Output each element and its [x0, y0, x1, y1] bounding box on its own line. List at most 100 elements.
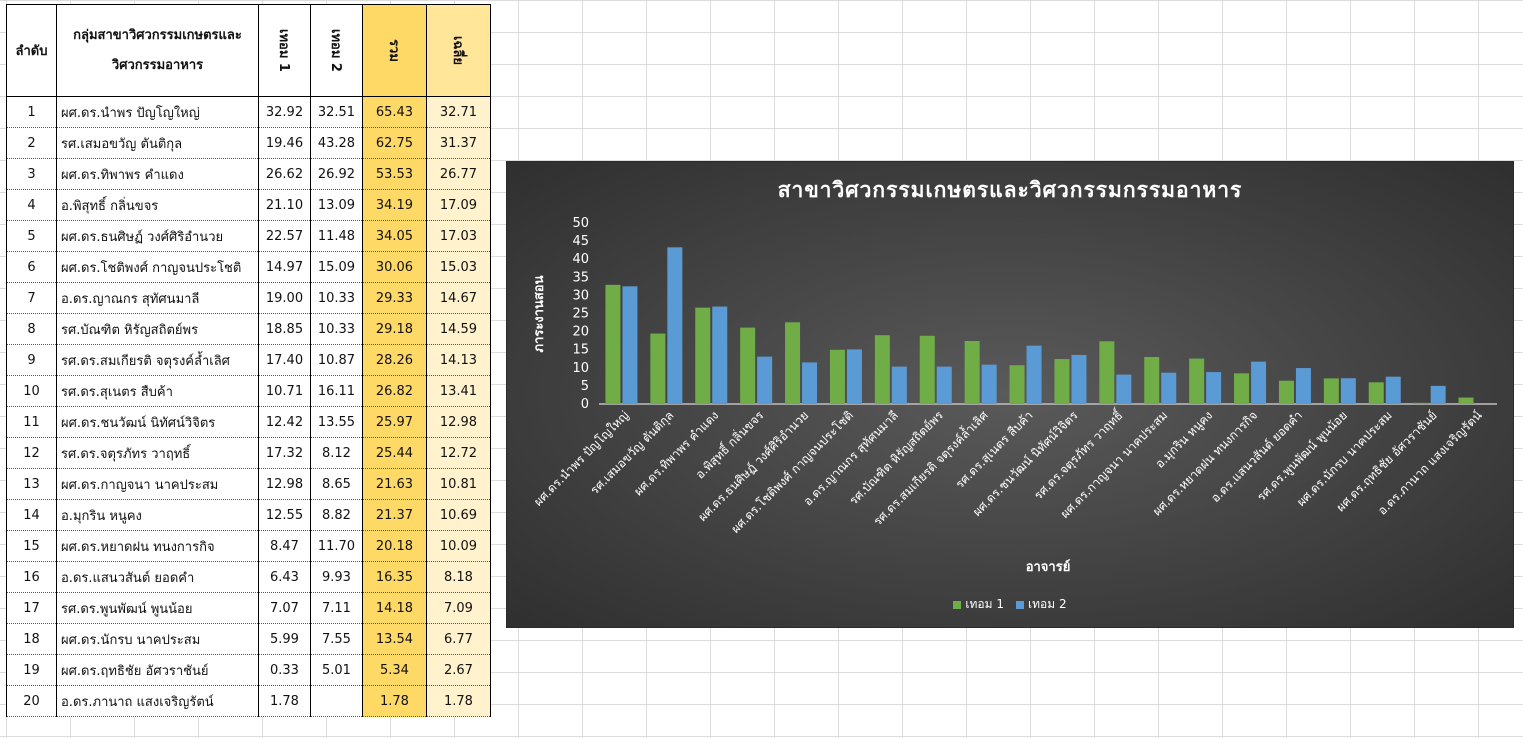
cell-term2[interactable]: 16.11 — [309, 375, 363, 407]
cell-term2[interactable]: 13.09 — [309, 189, 363, 221]
cell-term2[interactable]: 11.48 — [309, 220, 363, 252]
cell-avg[interactable]: 10.09 — [425, 530, 491, 562]
cell-term1[interactable]: 19.46 — [258, 127, 311, 159]
cell-term2[interactable]: 5.01 — [309, 654, 363, 686]
cell-term2[interactable] — [309, 685, 363, 717]
cell-sum[interactable]: 53.53 — [361, 158, 427, 190]
cell-sum[interactable]: 30.06 — [361, 251, 427, 283]
cell-term1[interactable]: 21.10 — [258, 189, 311, 221]
cell-avg[interactable]: 26.77 — [425, 158, 491, 190]
cell-term1[interactable]: 12.98 — [258, 468, 311, 500]
cell-sum[interactable]: 13.54 — [361, 623, 427, 655]
header-term2[interactable]: เทอม 2 — [309, 4, 363, 97]
cell-index[interactable]: 12 — [6, 437, 57, 469]
cell-avg[interactable]: 13.41 — [425, 375, 491, 407]
cell-term1[interactable]: 5.99 — [258, 623, 311, 655]
cell-name[interactable]: รศ.ดร.จตุรภัทร วาฤทธิ์ — [56, 437, 259, 469]
cell-avg[interactable]: 6.77 — [425, 623, 491, 655]
cell-term1[interactable]: 0.33 — [258, 654, 311, 686]
cell-index[interactable]: 15 — [6, 530, 57, 562]
cell-avg[interactable]: 10.69 — [425, 499, 491, 531]
cell-avg[interactable]: 17.03 — [425, 220, 491, 252]
cell-name[interactable]: ผศ.ดร.โชติพงศ์ กาญจนประโชติ — [56, 251, 259, 283]
cell-name[interactable]: รศ.บัณฑิต หิรัญสถิตย์พร — [56, 313, 259, 345]
cell-avg[interactable]: 10.81 — [425, 468, 491, 500]
cell-term1[interactable]: 32.92 — [258, 96, 311, 128]
cell-term2[interactable]: 43.28 — [309, 127, 363, 159]
cell-index[interactable]: 16 — [6, 561, 57, 593]
cell-index[interactable]: 10 — [6, 375, 57, 407]
cell-name[interactable]: อ.ดร.ภานาถ แสงเจริญรัตน์ — [56, 685, 259, 717]
cell-avg[interactable]: 1.78 — [425, 685, 491, 717]
cell-sum[interactable]: 25.44 — [361, 437, 427, 469]
cell-name[interactable]: รศ.เสมอขวัญ ตันติกุล — [56, 127, 259, 159]
cell-index[interactable]: 2 — [6, 127, 57, 159]
cell-name[interactable]: รศ.ดร.พูนพัฒน์ พูนน้อย — [56, 592, 259, 624]
cell-avg[interactable]: 2.67 — [425, 654, 491, 686]
cell-name[interactable]: ผศ.ดร.กาญจนา นาคประสม — [56, 468, 259, 500]
cell-index[interactable]: 9 — [6, 344, 57, 376]
cell-sum[interactable]: 16.35 — [361, 561, 427, 593]
cell-index[interactable]: 18 — [6, 623, 57, 655]
legend-item[interactable]: เทอม 1 — [953, 595, 1004, 614]
cell-index[interactable]: 17 — [6, 592, 57, 624]
cell-term2[interactable]: 7.55 — [309, 623, 363, 655]
cell-index[interactable]: 1 — [6, 96, 57, 128]
cell-term1[interactable]: 22.57 — [258, 220, 311, 252]
header-index[interactable]: ลำดับ — [6, 4, 57, 97]
bar-chart[interactable]: สาขาวิศวกรรมเกษตรและวิศวกรรมกรรมอาหาร 0 5… — [506, 161, 1514, 628]
cell-term2[interactable]: 15.09 — [309, 251, 363, 283]
header-name[interactable]: กลุ่มสาขาวิศวกรรมเกษตรและ วิศวกรรมอาหาร — [56, 4, 259, 97]
cell-term2[interactable]: 8.65 — [309, 468, 363, 500]
cell-name[interactable]: ผศ.ดร.หยาดฝน ทนงการกิจ — [56, 530, 259, 562]
cell-avg[interactable]: 14.67 — [425, 282, 491, 314]
cell-index[interactable]: 20 — [6, 685, 57, 717]
cell-name[interactable]: รศ.ดร.สุเนตร สืบค้า — [56, 375, 259, 407]
cell-name[interactable]: อ.พิสุทธิ์ กลิ่นขจร — [56, 189, 259, 221]
cell-name[interactable]: ผศ.ดร.นักรบ นาคประสม — [56, 623, 259, 655]
legend-item[interactable]: เทอม 2 — [1016, 595, 1067, 614]
cell-avg[interactable]: 8.18 — [425, 561, 491, 593]
cell-index[interactable]: 8 — [6, 313, 57, 345]
cell-term1[interactable]: 14.97 — [258, 251, 311, 283]
cell-index[interactable]: 5 — [6, 220, 57, 252]
cell-term1[interactable]: 12.42 — [258, 406, 311, 438]
cell-sum[interactable]: 21.63 — [361, 468, 427, 500]
header-sum[interactable]: รวม — [361, 4, 427, 97]
cell-term1[interactable]: 17.32 — [258, 437, 311, 469]
cell-term2[interactable]: 8.82 — [309, 499, 363, 531]
cell-sum[interactable]: 5.34 — [361, 654, 427, 686]
cell-sum[interactable]: 26.82 — [361, 375, 427, 407]
cell-sum[interactable]: 28.26 — [361, 344, 427, 376]
cell-term2[interactable]: 32.51 — [309, 96, 363, 128]
cell-avg[interactable]: 12.72 — [425, 437, 491, 469]
cell-name[interactable]: ผศ.ดร.ฤทธิชัย อัศวราชันย์ — [56, 654, 259, 686]
cell-avg[interactable]: 12.98 — [425, 406, 491, 438]
cell-avg[interactable]: 17.09 — [425, 189, 491, 221]
cell-avg[interactable]: 31.37 — [425, 127, 491, 159]
cell-index[interactable]: 19 — [6, 654, 57, 686]
cell-avg[interactable]: 32.71 — [425, 96, 491, 128]
cell-sum[interactable]: 20.18 — [361, 530, 427, 562]
cell-term2[interactable]: 26.92 — [309, 158, 363, 190]
cell-index[interactable]: 11 — [6, 406, 57, 438]
cell-sum[interactable]: 62.75 — [361, 127, 427, 159]
cell-index[interactable]: 14 — [6, 499, 57, 531]
cell-sum[interactable]: 34.19 — [361, 189, 427, 221]
cell-sum[interactable]: 65.43 — [361, 96, 427, 128]
cell-term1[interactable]: 19.00 — [258, 282, 311, 314]
cell-term1[interactable]: 10.71 — [258, 375, 311, 407]
cell-term1[interactable]: 26.62 — [258, 158, 311, 190]
cell-avg[interactable]: 7.09 — [425, 592, 491, 624]
cell-name[interactable]: อ.มุกริน หนูคง — [56, 499, 259, 531]
cell-term2[interactable]: 7.11 — [309, 592, 363, 624]
cell-sum[interactable]: 29.33 — [361, 282, 427, 314]
cell-term2[interactable]: 8.12 — [309, 437, 363, 469]
cell-index[interactable]: 6 — [6, 251, 57, 283]
cell-term2[interactable]: 10.33 — [309, 282, 363, 314]
cell-term2[interactable]: 13.55 — [309, 406, 363, 438]
cell-sum[interactable]: 14.18 — [361, 592, 427, 624]
cell-name[interactable]: รศ.ดร.สมเกียรติ จตุรงค์ล้ำเลิศ — [56, 344, 259, 376]
cell-term1[interactable]: 12.55 — [258, 499, 311, 531]
cell-avg[interactable]: 15.03 — [425, 251, 491, 283]
